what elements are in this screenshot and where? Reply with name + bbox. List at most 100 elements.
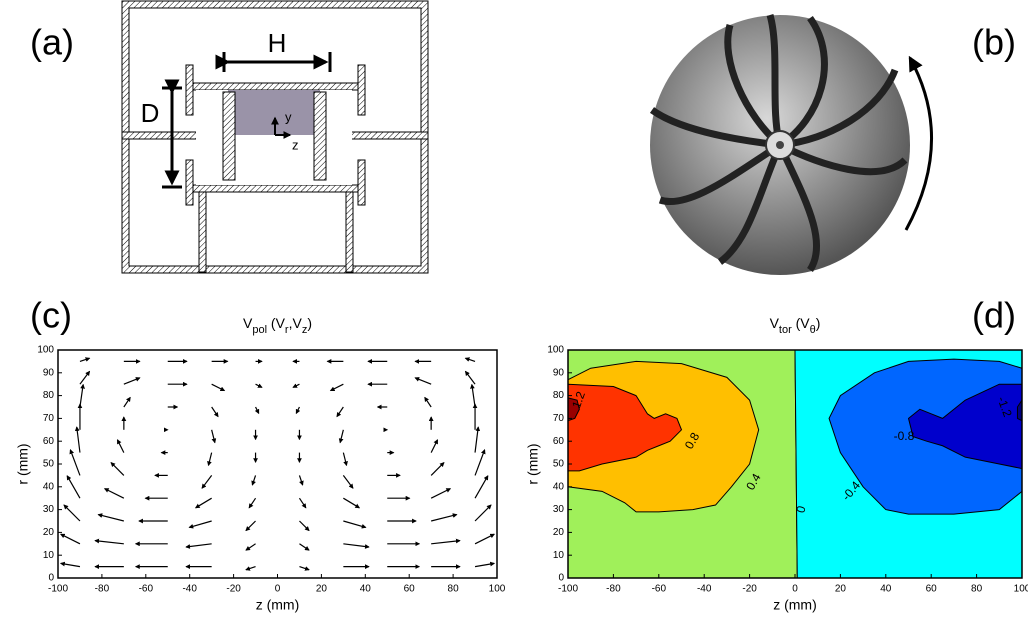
vector-arrow	[337, 407, 343, 417]
vector-arrow	[77, 427, 80, 453]
panel-label: (a)	[30, 22, 74, 63]
x-tick-label: -20	[226, 584, 241, 595]
vector-arrow	[299, 567, 309, 570]
vector-arrow	[95, 541, 124, 544]
vector-arrow	[343, 544, 369, 547]
vector-arrow	[465, 358, 475, 361]
y-tick-label: 30	[43, 504, 55, 515]
x-tick-label: 80	[971, 584, 983, 595]
vector-arrow	[475, 563, 494, 566]
vector-arrow	[117, 440, 123, 453]
title-part: pol	[252, 324, 267, 336]
panel-label: (b)	[972, 22, 1016, 63]
vector-arrow	[249, 498, 255, 508]
vector-arrow	[208, 453, 211, 466]
y-tick-label: 90	[43, 367, 55, 378]
x-tick-label: -80	[606, 584, 621, 595]
setup-diagram: H D y z	[122, 1, 428, 273]
x-tick-label: 20	[316, 584, 328, 595]
x-axis-label: z (mm)	[773, 597, 817, 613]
y-tick-label: 0	[48, 573, 54, 584]
diagram-label: D	[141, 98, 160, 128]
y-tick-label: 0	[558, 573, 564, 584]
vector-arrow	[124, 378, 140, 384]
vector-arrow	[340, 430, 343, 443]
vector-arrow	[343, 453, 346, 466]
y-tick-label: 40	[553, 481, 565, 492]
vector-arrow	[415, 378, 431, 384]
y-tick-label: 80	[553, 390, 565, 401]
x-tick-label: 60	[926, 584, 938, 595]
vector-arrow	[124, 397, 130, 407]
x-tick-label: -60	[652, 584, 667, 595]
vector-arrow	[475, 534, 494, 544]
vector-arrow	[299, 544, 309, 550]
y-tick-label: 70	[43, 413, 55, 424]
y-tick-label: 10	[43, 550, 55, 561]
x-tick-label: -20	[742, 584, 757, 595]
vector-arrow	[293, 384, 299, 387]
vector-arrow	[80, 371, 90, 384]
diagram-label: z	[292, 137, 299, 152]
y-tick-label: 30	[553, 504, 565, 515]
impeller-photo	[650, 15, 932, 275]
y-tick-label: 50	[43, 459, 55, 470]
vector-arrow	[431, 541, 460, 544]
vector-arrow	[252, 475, 255, 485]
vector-arrow	[70, 450, 80, 476]
contour-label: -0.8	[894, 429, 915, 443]
vector-arrow	[343, 521, 365, 527]
x-tick-label: -80	[95, 584, 110, 595]
vector-arrow	[80, 358, 90, 361]
vector-arrow	[475, 476, 488, 498]
vector-arrow	[212, 384, 225, 390]
title-part: ,V	[289, 315, 303, 331]
vector-arrow	[431, 489, 450, 499]
vector-arrow	[212, 430, 215, 443]
y-tick-label: 70	[553, 413, 565, 424]
vector-arrow	[196, 498, 212, 508]
y-tick-label: 100	[547, 345, 564, 356]
panel-label: (d)	[972, 295, 1016, 336]
title-part: (V	[792, 315, 811, 331]
vector-arrow	[465, 371, 475, 384]
x-tick-label: 0	[275, 584, 281, 595]
vector-arrow	[299, 521, 309, 531]
title-part: (V	[267, 315, 286, 331]
x-tick-label: -100	[558, 584, 578, 595]
vector-arrow	[299, 475, 302, 485]
vector-arrow	[475, 427, 478, 453]
x-tick-label: 100	[489, 584, 506, 595]
y-tick-label: 90	[553, 367, 565, 378]
vector-arrow	[61, 534, 80, 544]
vector-arrow	[246, 567, 256, 570]
y-tick-label: 40	[43, 481, 55, 492]
vector-arrow	[431, 463, 444, 476]
y-tick-label: 100	[37, 345, 54, 356]
vector-arrow	[472, 385, 475, 407]
vector-arrow	[246, 544, 256, 550]
vector-arrow	[246, 521, 256, 531]
y-tick-label: 60	[43, 436, 55, 447]
vector-arrow	[475, 505, 491, 521]
x-tick-label: -60	[139, 584, 154, 595]
x-tick-label: 80	[448, 584, 460, 595]
vector-arrow	[299, 498, 305, 508]
x-tick-label: 100	[1014, 584, 1028, 595]
x-tick-label: -40	[697, 584, 712, 595]
vector-arrow	[202, 475, 212, 488]
vector-arrow	[105, 489, 124, 499]
y-tick-label: 60	[553, 436, 565, 447]
diagram-label: y	[285, 109, 292, 124]
chart-title: Vpol (Vr,Vz)	[243, 315, 312, 336]
y-tick-label: 50	[553, 459, 565, 470]
title-part: tor	[779, 324, 792, 336]
vector-arrow	[431, 515, 457, 521]
vector-arrow	[431, 440, 437, 453]
y-tick-label: 80	[43, 390, 55, 401]
vector-arrow	[296, 407, 299, 413]
vector-arrow	[256, 407, 259, 413]
panel-label: (c)	[30, 295, 72, 336]
vector-arrow	[64, 505, 80, 521]
